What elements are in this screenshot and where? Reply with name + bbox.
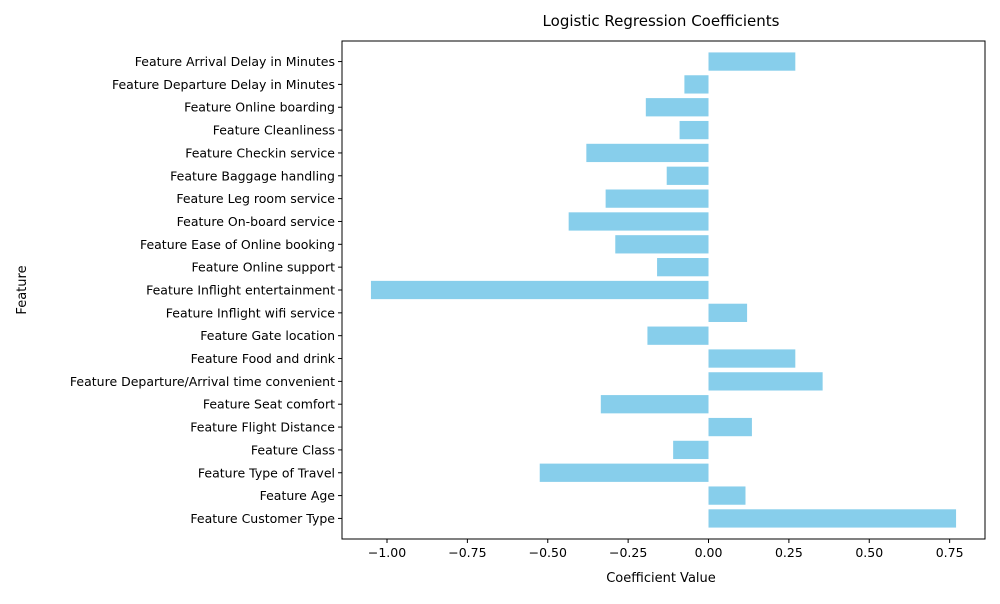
x-tick-label: −0.50: [529, 545, 567, 560]
y-tick-label: Feature Type of Travel: [198, 465, 335, 480]
bar: [586, 143, 709, 163]
bar: [679, 120, 709, 140]
y-tick-label: Feature Checkin service: [185, 145, 335, 160]
x-tick-label: 0.50: [855, 545, 883, 560]
y-tick-label: Feature Gate location: [200, 328, 335, 343]
y-tick-label: Feature On-board service: [177, 214, 336, 229]
chart-title: Logistic Regression Coefficients: [543, 12, 780, 30]
plot-frame: [341, 40, 986, 540]
bar: [708, 303, 748, 322]
bar: [539, 463, 709, 482]
y-tick-label: Feature Food and drink: [191, 351, 336, 366]
y-axis-ticks: Feature Customer Type Feature Age Feature …: [70, 54, 342, 526]
y-tick-label: Feature Leg room service: [176, 191, 335, 206]
y-tick-label: Feature Flight Distance: [190, 420, 335, 435]
y-axis-title: Feature: [15, 265, 30, 314]
bar: [645, 98, 709, 117]
y-tick-label: Feature Inflight wifi service: [166, 305, 336, 320]
y-tick-label: Feature Online support: [192, 260, 336, 275]
y-tick-label: Feature Arrival Delay in Minutes: [135, 54, 335, 69]
bar: [708, 372, 823, 391]
bar: [708, 349, 796, 368]
bar: [708, 486, 746, 505]
y-tick-label: Feature Inflight entertainment: [146, 283, 335, 298]
y-tick-label: Feature Cleanliness: [213, 123, 335, 138]
bar: [370, 280, 709, 300]
x-axis-title: Coefficient Value: [606, 571, 716, 586]
bar: [684, 75, 709, 94]
x-tick-label: 0.75: [936, 545, 964, 560]
y-tick-label: Feature Class: [251, 442, 335, 457]
y-tick-label: Feature Age: [260, 488, 336, 503]
x-tick-label: 0.00: [695, 545, 723, 560]
y-tick-label: Feature Online boarding: [184, 100, 335, 115]
x-tick-label: −0.75: [448, 545, 486, 560]
y-tick-label: Feature Departure Delay in Minutes: [112, 77, 335, 92]
x-tick-label: −0.25: [609, 545, 647, 560]
y-tick-label: Feature Ease of Online booking: [140, 237, 335, 252]
y-tick-label: Feature Customer Type: [190, 511, 335, 526]
bar: [708, 417, 752, 437]
bar: [600, 395, 709, 414]
bar: [647, 326, 709, 345]
bar: [708, 509, 957, 528]
bar: [615, 235, 709, 254]
bar: [568, 212, 709, 231]
bar: [666, 166, 709, 185]
y-tick-label: Feature Seat comfort: [203, 397, 335, 412]
bar: [673, 440, 709, 460]
y-tick-label: Feature Baggage handling: [170, 168, 335, 183]
bar: [708, 52, 796, 71]
bar: [657, 258, 709, 277]
bars-group: [370, 52, 957, 528]
x-tick-label: 0.25: [775, 545, 803, 560]
y-tick-label: Feature Departure/Arrival time convenien…: [70, 374, 335, 389]
x-tick-label: −1.00: [368, 545, 406, 560]
bar: [605, 189, 709, 208]
x-axis-ticks: −1.00 −0.75 −0.50 −0.25 0.00 0.25 0.50 0.75: [368, 539, 964, 560]
